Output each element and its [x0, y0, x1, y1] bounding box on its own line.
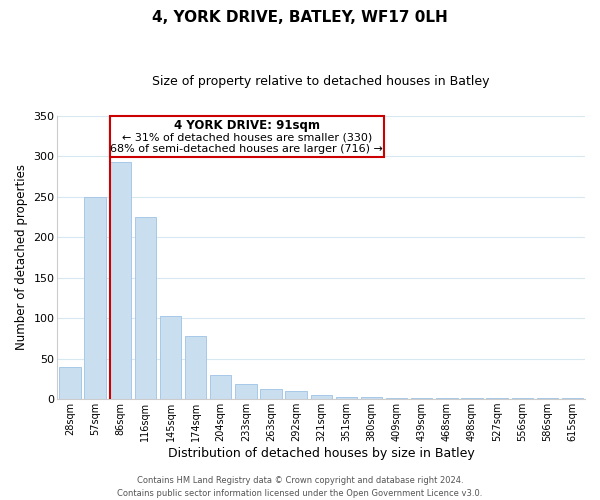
Bar [59, 367, 80, 399]
Bar [562, 398, 583, 399]
Bar [260, 388, 281, 399]
Text: Contains HM Land Registry data © Crown copyright and database right 2024.
Contai: Contains HM Land Registry data © Crown c… [118, 476, 482, 498]
Bar [210, 375, 232, 399]
Bar [461, 398, 482, 399]
Text: 4 YORK DRIVE: 91sqm: 4 YORK DRIVE: 91sqm [174, 119, 320, 132]
Bar [536, 398, 558, 399]
Title: Size of property relative to detached houses in Batley: Size of property relative to detached ho… [152, 75, 490, 88]
Bar [487, 398, 508, 399]
Y-axis label: Number of detached properties: Number of detached properties [15, 164, 28, 350]
FancyBboxPatch shape [110, 116, 384, 157]
Text: 68% of semi-detached houses are larger (716) →: 68% of semi-detached houses are larger (… [110, 144, 383, 154]
Bar [386, 398, 407, 399]
Bar [110, 162, 131, 399]
Bar [185, 336, 206, 399]
Bar [512, 398, 533, 399]
Bar [361, 396, 382, 399]
Text: 4, YORK DRIVE, BATLEY, WF17 0LH: 4, YORK DRIVE, BATLEY, WF17 0LH [152, 10, 448, 25]
Bar [85, 196, 106, 399]
Bar [235, 384, 257, 399]
Bar [335, 396, 357, 399]
Bar [436, 398, 458, 399]
Bar [286, 391, 307, 399]
Bar [135, 217, 156, 399]
Bar [411, 398, 433, 399]
X-axis label: Distribution of detached houses by size in Batley: Distribution of detached houses by size … [168, 447, 475, 460]
Text: ← 31% of detached houses are smaller (330): ← 31% of detached houses are smaller (33… [122, 132, 372, 142]
Bar [311, 395, 332, 399]
Bar [160, 316, 181, 399]
